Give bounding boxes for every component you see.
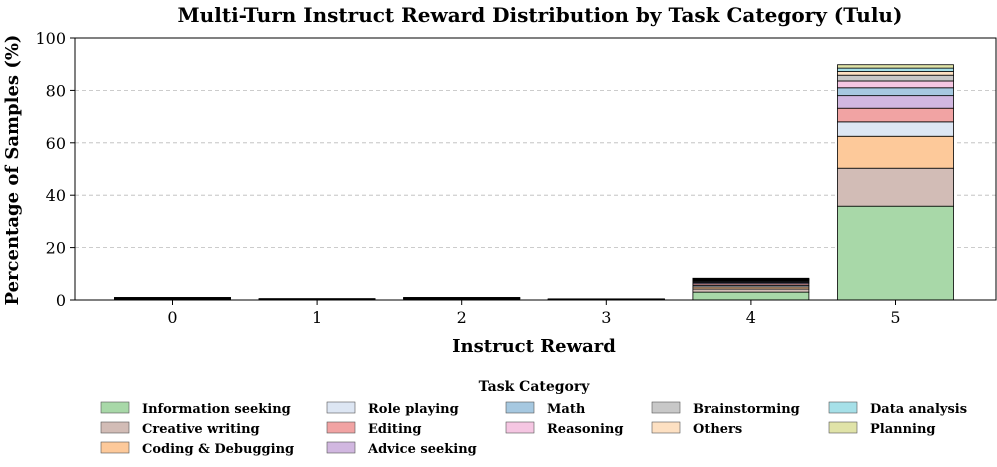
legend-swatch xyxy=(327,442,355,453)
y-tick-label: 60 xyxy=(46,134,66,153)
legend-item-label: Brainstorming xyxy=(693,402,800,417)
x-tick-label: 5 xyxy=(890,308,900,327)
legend-item-label: Math xyxy=(547,402,586,417)
bar-segment xyxy=(838,72,954,76)
legend-swatch xyxy=(506,402,534,413)
legend-swatch xyxy=(652,402,680,413)
legend-swatch xyxy=(101,402,129,413)
legend-item-label: Role playing xyxy=(368,402,459,417)
bar-segment xyxy=(838,206,954,300)
bar-segment xyxy=(838,96,954,109)
x-tick-label: 2 xyxy=(457,308,467,327)
x-tick-label: 0 xyxy=(167,308,177,327)
legend-item-label: Editing xyxy=(368,422,421,437)
legend-swatch xyxy=(101,442,129,453)
y-axis-label: Percentage of Samples (%) xyxy=(2,35,23,306)
bar-segment xyxy=(838,88,954,96)
bar-segment xyxy=(838,81,954,88)
legend-swatch xyxy=(652,422,680,433)
x-axis-ticks: 0 1 2 3 4 5 xyxy=(167,300,900,327)
bar-segment xyxy=(693,289,809,292)
bar-segment xyxy=(838,68,954,71)
y-tick-label: 40 xyxy=(46,186,66,205)
legend-item-label: Others xyxy=(693,422,742,437)
bar-segment xyxy=(838,75,954,81)
legend-item-label: Coding & Debugging xyxy=(142,442,294,457)
legend-swatch xyxy=(327,402,355,413)
x-tick-label: 1 xyxy=(312,308,322,327)
y-tick-label: 100 xyxy=(35,29,66,48)
legend: Information seeking Creative writing Codin… xyxy=(101,402,967,457)
bar-segment xyxy=(838,108,954,122)
legend-swatch xyxy=(506,422,534,433)
y-axis-ticks: 0 20 40 60 80 100 xyxy=(35,29,75,310)
legend-item-label: Creative writing xyxy=(142,422,260,437)
x-tick-label: 4 xyxy=(746,308,756,327)
legend-swatch xyxy=(327,422,355,433)
bar-segment xyxy=(838,122,954,136)
bar-segment xyxy=(838,168,954,206)
legend-swatch xyxy=(829,402,857,413)
legend-item-label: Data analysis xyxy=(870,402,967,417)
bars xyxy=(115,65,954,300)
legend-swatch xyxy=(101,422,129,433)
legend-item-label: Advice seeking xyxy=(367,442,477,457)
legend-item-label: Information seeking xyxy=(142,402,291,417)
x-axis-label: Instruct Reward xyxy=(452,336,616,357)
y-tick-label: 20 xyxy=(46,239,66,258)
bar-segment xyxy=(693,292,809,300)
y-tick-label: 0 xyxy=(56,291,66,310)
y-tick-label: 80 xyxy=(46,81,66,100)
legend-item-label: Reasoning xyxy=(547,422,623,437)
legend-swatch xyxy=(829,422,857,433)
x-tick-label: 3 xyxy=(601,308,611,327)
legend-item-label: Planning xyxy=(870,422,936,437)
legend-title: Task Category xyxy=(479,379,591,395)
bar-segment xyxy=(838,65,954,68)
chart-title: Multi-Turn Instruct Reward Distribution … xyxy=(178,3,903,27)
bar-segment xyxy=(838,136,954,168)
bar-segment xyxy=(693,278,809,279)
